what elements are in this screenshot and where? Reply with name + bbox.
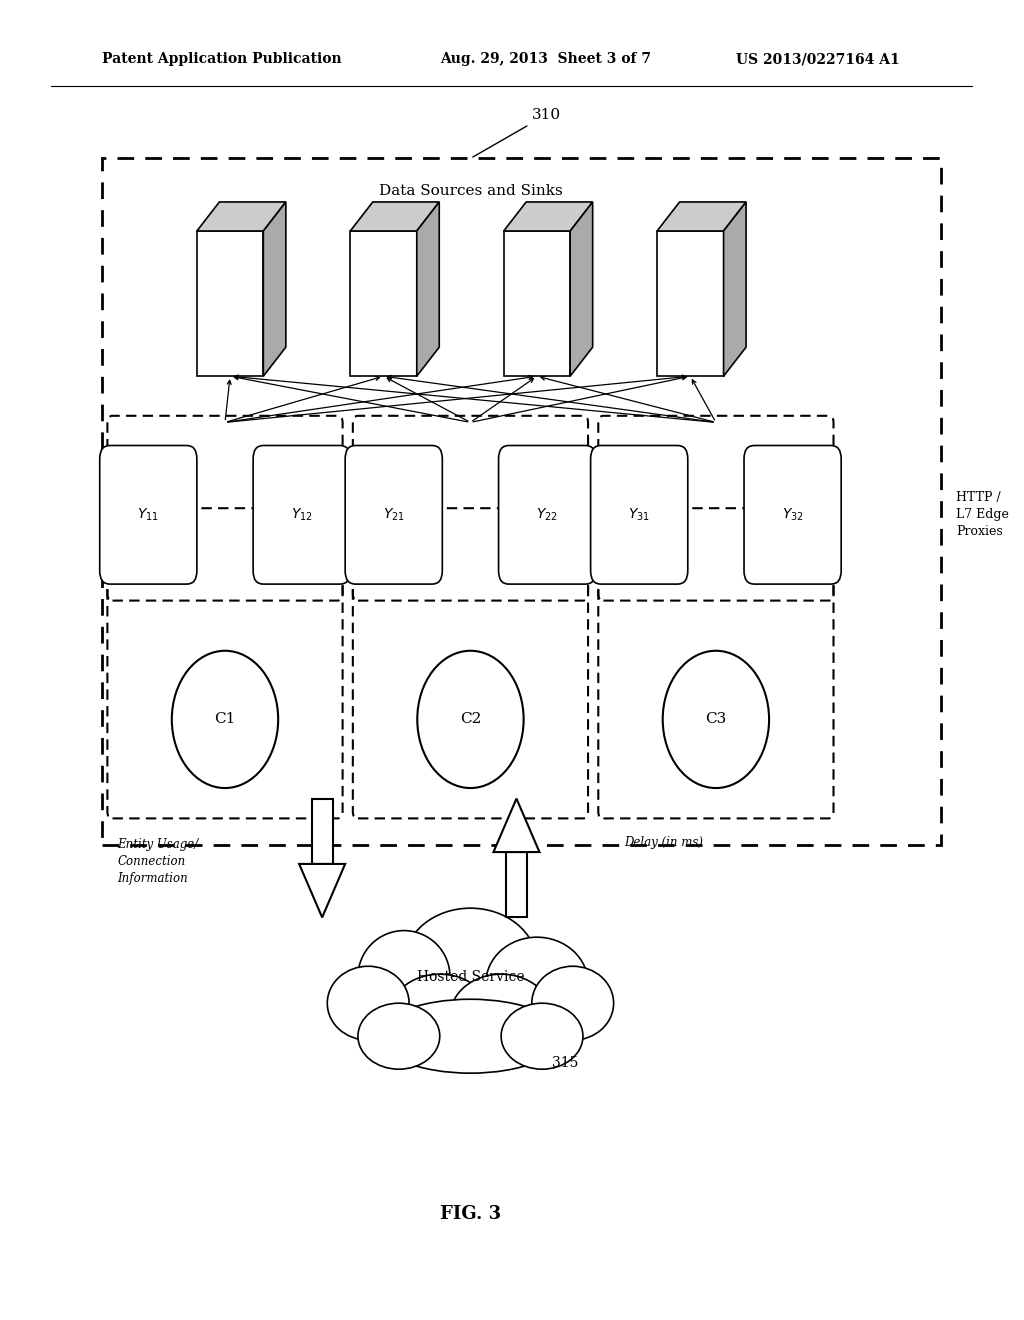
Text: $Y_{22}$: $Y_{22}$ (537, 507, 558, 523)
Text: Entity Usage/
Connection
Information: Entity Usage/ Connection Information (118, 838, 199, 886)
FancyBboxPatch shape (506, 853, 526, 917)
Polygon shape (197, 202, 286, 231)
FancyBboxPatch shape (197, 231, 263, 376)
Text: $Y_{21}$: $Y_{21}$ (383, 507, 404, 523)
FancyBboxPatch shape (253, 446, 350, 583)
Text: Patent Application Publication: Patent Application Publication (102, 53, 342, 66)
Ellipse shape (501, 1003, 583, 1069)
FancyBboxPatch shape (591, 446, 688, 583)
Polygon shape (570, 202, 593, 376)
Text: C1: C1 (214, 713, 236, 726)
Polygon shape (263, 202, 286, 376)
FancyBboxPatch shape (499, 446, 596, 583)
Text: $Y_{12}$: $Y_{12}$ (291, 507, 312, 523)
FancyBboxPatch shape (504, 231, 570, 376)
Polygon shape (724, 202, 746, 376)
Ellipse shape (379, 999, 562, 1073)
Polygon shape (350, 202, 439, 231)
Polygon shape (494, 799, 540, 853)
Ellipse shape (358, 931, 450, 1023)
Text: $Y_{32}$: $Y_{32}$ (781, 507, 804, 523)
Ellipse shape (404, 908, 537, 1019)
FancyBboxPatch shape (345, 446, 442, 583)
Text: HTTP /
L7 Edge
Proxies: HTTP / L7 Edge Proxies (956, 491, 1009, 539)
Polygon shape (417, 202, 439, 376)
Text: Aug. 29, 2013  Sheet 3 of 7: Aug. 29, 2013 Sheet 3 of 7 (439, 53, 651, 66)
FancyBboxPatch shape (744, 446, 841, 583)
Ellipse shape (485, 937, 588, 1030)
FancyBboxPatch shape (657, 231, 724, 376)
Polygon shape (504, 202, 593, 231)
Text: C2: C2 (460, 713, 481, 726)
Ellipse shape (358, 1003, 439, 1069)
Ellipse shape (450, 974, 552, 1059)
Text: 315: 315 (552, 1056, 579, 1071)
Text: US 2013/0227164 A1: US 2013/0227164 A1 (736, 53, 900, 66)
Text: $Y_{31}$: $Y_{31}$ (629, 507, 650, 523)
Ellipse shape (531, 966, 613, 1040)
Text: $Y_{11}$: $Y_{11}$ (137, 507, 160, 523)
Text: C3: C3 (706, 713, 726, 726)
Text: 310: 310 (473, 108, 561, 157)
Ellipse shape (389, 974, 490, 1059)
Polygon shape (657, 202, 746, 231)
Text: Delay (in ms): Delay (in ms) (624, 836, 702, 849)
Ellipse shape (328, 966, 409, 1040)
Text: Data Sources and Sinks: Data Sources and Sinks (379, 185, 562, 198)
Polygon shape (299, 863, 345, 917)
FancyBboxPatch shape (350, 231, 417, 376)
FancyBboxPatch shape (99, 446, 197, 583)
Text: Hosted Service: Hosted Service (417, 970, 524, 983)
FancyBboxPatch shape (311, 799, 333, 863)
Text: FIG. 3: FIG. 3 (440, 1205, 501, 1224)
